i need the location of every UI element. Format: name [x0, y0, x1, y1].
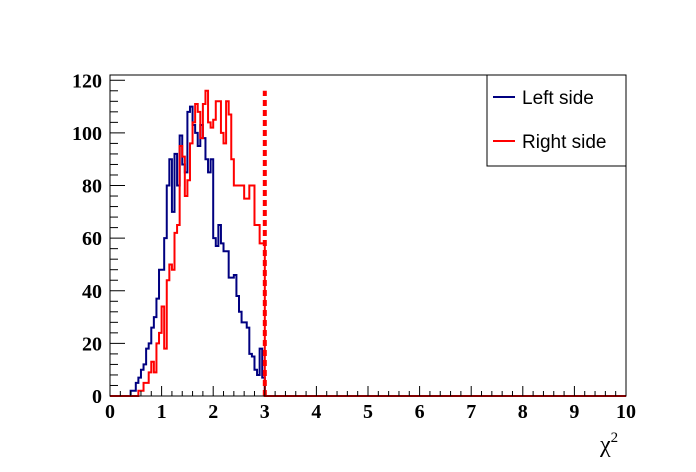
x-tick-label: 2	[208, 401, 218, 423]
legend-label: Right side	[522, 132, 607, 153]
x-tick-label: 5	[363, 401, 373, 423]
y-tick-label: 20	[82, 333, 102, 355]
legend-label: Left side	[522, 88, 594, 109]
x-tick-label: 9	[569, 401, 579, 423]
x-tick-label: 7	[466, 401, 476, 423]
x-axis-label: χ2	[599, 430, 618, 458]
y-tick-label: 80	[82, 176, 102, 198]
y-tick-label: 60	[82, 228, 102, 250]
x-tick-label: 3	[260, 401, 270, 423]
x-tick-label: 10	[616, 401, 636, 423]
y-tick-label: 120	[72, 70, 102, 92]
y-tick-label: 40	[82, 281, 102, 303]
y-tick-label: 0	[92, 386, 102, 408]
x-tick-label: 0	[105, 401, 115, 423]
y-tick-label: 100	[72, 123, 102, 145]
legend: Left side Right side	[486, 74, 627, 167]
x-tick-label: 6	[415, 401, 425, 423]
x-tick-label: 1	[157, 401, 167, 423]
x-tick-label: 8	[518, 401, 528, 423]
x-tick-label: 4	[311, 401, 321, 423]
legend-box	[486, 74, 627, 167]
